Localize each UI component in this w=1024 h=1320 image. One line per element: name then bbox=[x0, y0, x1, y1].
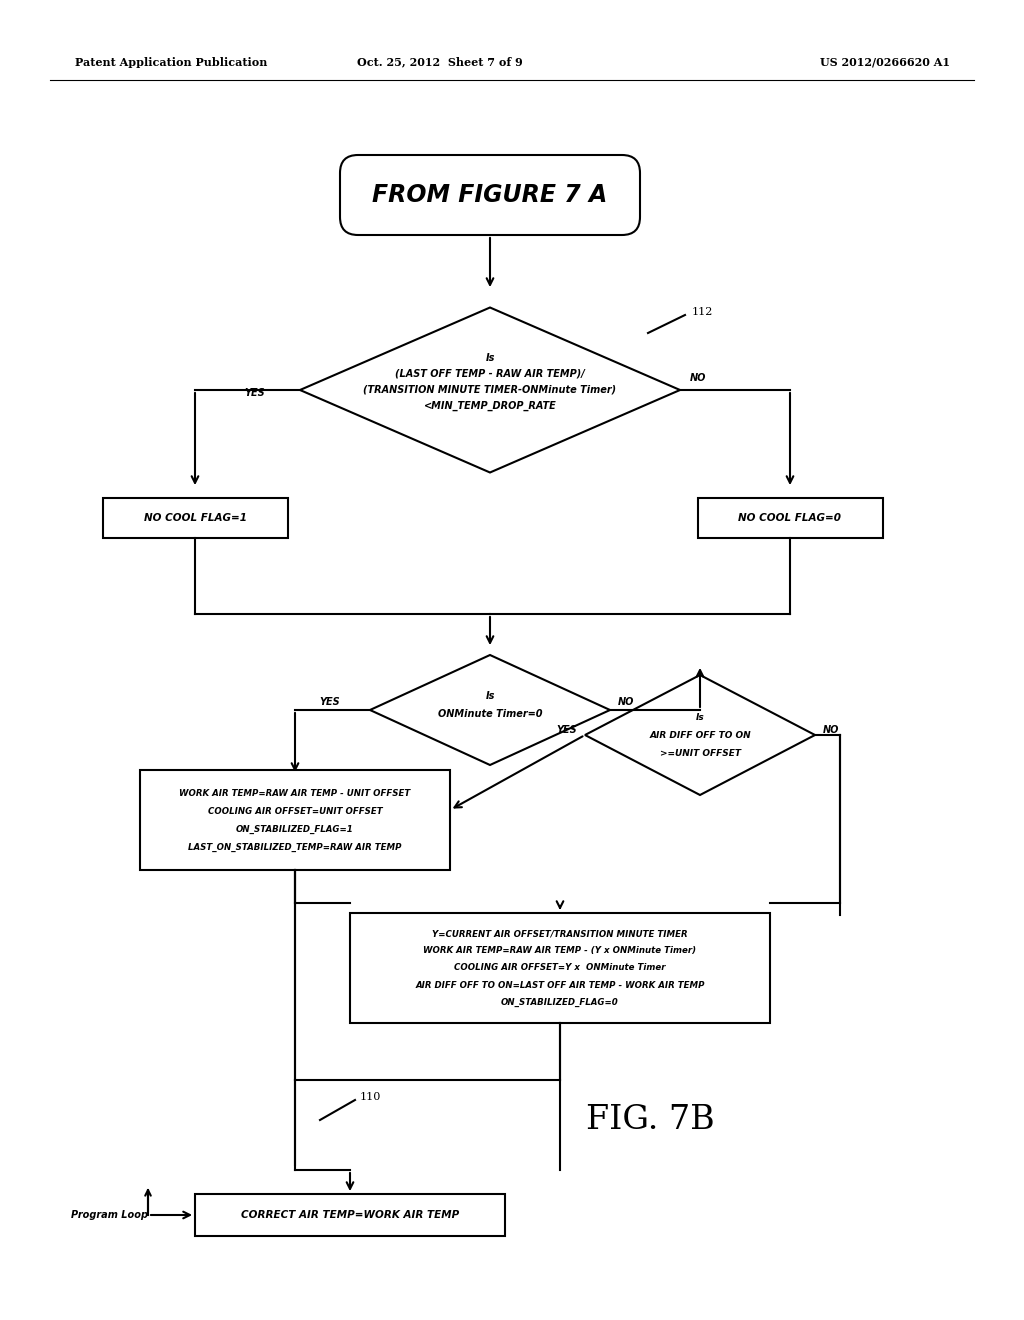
Bar bbox=[195, 1195, 505, 1236]
Text: >=UNIT OFFSET: >=UNIT OFFSET bbox=[659, 748, 740, 758]
Bar bbox=[350, 913, 770, 1023]
Text: WORK AIR TEMP=RAW AIR TEMP - UNIT OFFSET: WORK AIR TEMP=RAW AIR TEMP - UNIT OFFSET bbox=[179, 788, 411, 797]
Polygon shape bbox=[300, 308, 680, 473]
Polygon shape bbox=[370, 655, 610, 766]
Bar bbox=[697, 498, 883, 539]
Text: NO: NO bbox=[618, 697, 635, 708]
Bar bbox=[140, 770, 450, 870]
Text: ON_STABILIZED_FLAG=0: ON_STABILIZED_FLAG=0 bbox=[501, 998, 618, 1007]
Text: FROM FIGURE 7 A: FROM FIGURE 7 A bbox=[373, 183, 607, 207]
Text: AIR DIFF OFF TO ON: AIR DIFF OFF TO ON bbox=[649, 730, 751, 739]
Text: CORRECT AIR TEMP=WORK AIR TEMP: CORRECT AIR TEMP=WORK AIR TEMP bbox=[241, 1210, 459, 1220]
Text: FIG. 7B: FIG. 7B bbox=[586, 1104, 715, 1137]
Text: YES: YES bbox=[319, 697, 340, 708]
Text: Patent Application Publication: Patent Application Publication bbox=[75, 57, 267, 67]
Text: NO COOL FLAG=0: NO COOL FLAG=0 bbox=[738, 513, 842, 523]
Text: ONMinute Timer=0: ONMinute Timer=0 bbox=[437, 709, 543, 719]
Text: Is: Is bbox=[695, 713, 705, 722]
Text: NO: NO bbox=[823, 725, 840, 735]
Polygon shape bbox=[585, 675, 815, 795]
Text: Y=CURRENT AIR OFFSET/TRANSITION MINUTE TIMER: Y=CURRENT AIR OFFSET/TRANSITION MINUTE T… bbox=[432, 929, 688, 939]
FancyBboxPatch shape bbox=[340, 154, 640, 235]
Text: NO: NO bbox=[690, 374, 707, 383]
Text: Program Loop: Program Loop bbox=[71, 1210, 148, 1220]
Text: COOLING AIR OFFSET=Y x  ONMinute Timer: COOLING AIR OFFSET=Y x ONMinute Timer bbox=[455, 964, 666, 973]
Text: (TRANSITION MINUTE TIMER-ONMinute Timer): (TRANSITION MINUTE TIMER-ONMinute Timer) bbox=[364, 385, 616, 395]
Text: ON_STABILIZED_FLAG=1: ON_STABILIZED_FLAG=1 bbox=[237, 825, 354, 833]
Text: LAST_ON_STABILIZED_TEMP=RAW AIR TEMP: LAST_ON_STABILIZED_TEMP=RAW AIR TEMP bbox=[188, 842, 401, 851]
Text: 110: 110 bbox=[360, 1092, 381, 1102]
Text: AIR DIFF OFF TO ON=LAST OFF AIR TEMP - WORK AIR TEMP: AIR DIFF OFF TO ON=LAST OFF AIR TEMP - W… bbox=[416, 981, 705, 990]
Text: YES: YES bbox=[245, 388, 265, 399]
Text: Oct. 25, 2012  Sheet 7 of 9: Oct. 25, 2012 Sheet 7 of 9 bbox=[357, 57, 523, 67]
Text: 112: 112 bbox=[692, 308, 714, 317]
Text: NO COOL FLAG=1: NO COOL FLAG=1 bbox=[143, 513, 247, 523]
Text: Is: Is bbox=[485, 690, 495, 701]
Text: (LAST OFF TEMP - RAW AIR TEMP)/: (LAST OFF TEMP - RAW AIR TEMP)/ bbox=[395, 370, 585, 379]
Text: US 2012/0266620 A1: US 2012/0266620 A1 bbox=[820, 57, 950, 67]
Text: Is: Is bbox=[485, 352, 495, 363]
Text: WORK AIR TEMP=RAW AIR TEMP - (Y x ONMinute Timer): WORK AIR TEMP=RAW AIR TEMP - (Y x ONMinu… bbox=[424, 946, 696, 956]
Text: <MIN_TEMP_DROP_RATE: <MIN_TEMP_DROP_RATE bbox=[424, 401, 556, 411]
Text: COOLING AIR OFFSET=UNIT OFFSET: COOLING AIR OFFSET=UNIT OFFSET bbox=[208, 807, 382, 816]
Text: YES: YES bbox=[556, 725, 577, 735]
Bar bbox=[102, 498, 288, 539]
